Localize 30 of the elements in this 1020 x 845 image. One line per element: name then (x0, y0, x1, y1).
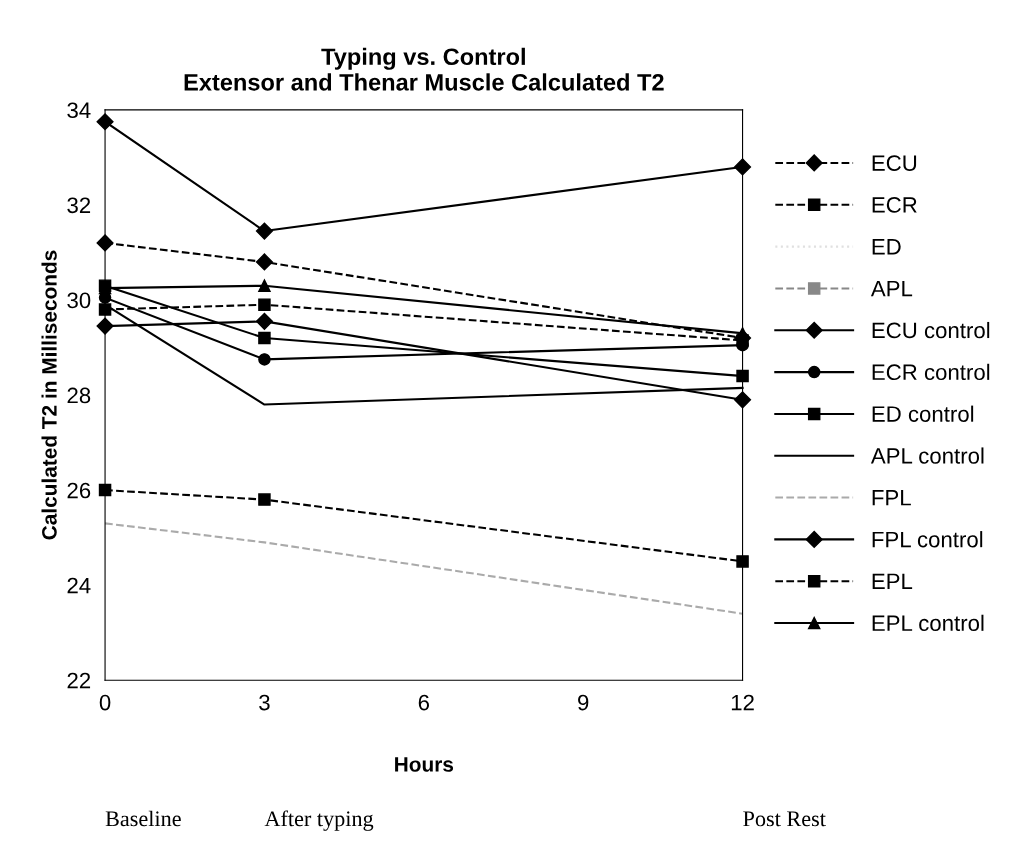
legend-label: APL (870, 280, 913, 297)
y-tick-label: 30 (67, 292, 91, 309)
y-tick-label: 28 (67, 387, 91, 404)
legend-label: ECU control (872, 321, 990, 339)
x-tick-label: 9 (578, 694, 589, 711)
y-axis-title: Calculated T2 in Milliseconds (41, 250, 57, 540)
x-tick-label: 3 (259, 694, 270, 711)
legend-label: FPL (872, 490, 911, 506)
y-tick-label: 26 (67, 482, 91, 499)
y-tick-label: 32 (67, 197, 91, 214)
legend-label: ED control (872, 405, 974, 422)
legend-label: ECU (872, 155, 917, 171)
legend-label: ED (872, 239, 901, 255)
y-tick-label: 34 (67, 102, 91, 119)
text: After typing (264, 810, 374, 831)
legend-label: APL control (870, 447, 984, 464)
x-tick-label: 0 (99, 694, 111, 711)
legend-label: EPL (872, 573, 913, 589)
legend-label: ECR control (872, 363, 990, 381)
chart-title: Typing vs. Control Extensor and Thenar Muscle Calculated T2 (184, 47, 664, 91)
legend-label: FPL control (872, 531, 983, 548)
legend-label: EPL control (872, 614, 984, 632)
x-tick-label: 12 (731, 694, 754, 711)
y-tick-label: 22 (67, 672, 91, 689)
y-tick-label: 24 (67, 577, 91, 594)
text: Baseline (105, 810, 181, 827)
x-tick-label: 6 (418, 694, 430, 711)
legend-label: ECR (872, 197, 917, 213)
text: Post Rest (743, 811, 826, 827)
x-axis-title: Hours (395, 757, 454, 772)
